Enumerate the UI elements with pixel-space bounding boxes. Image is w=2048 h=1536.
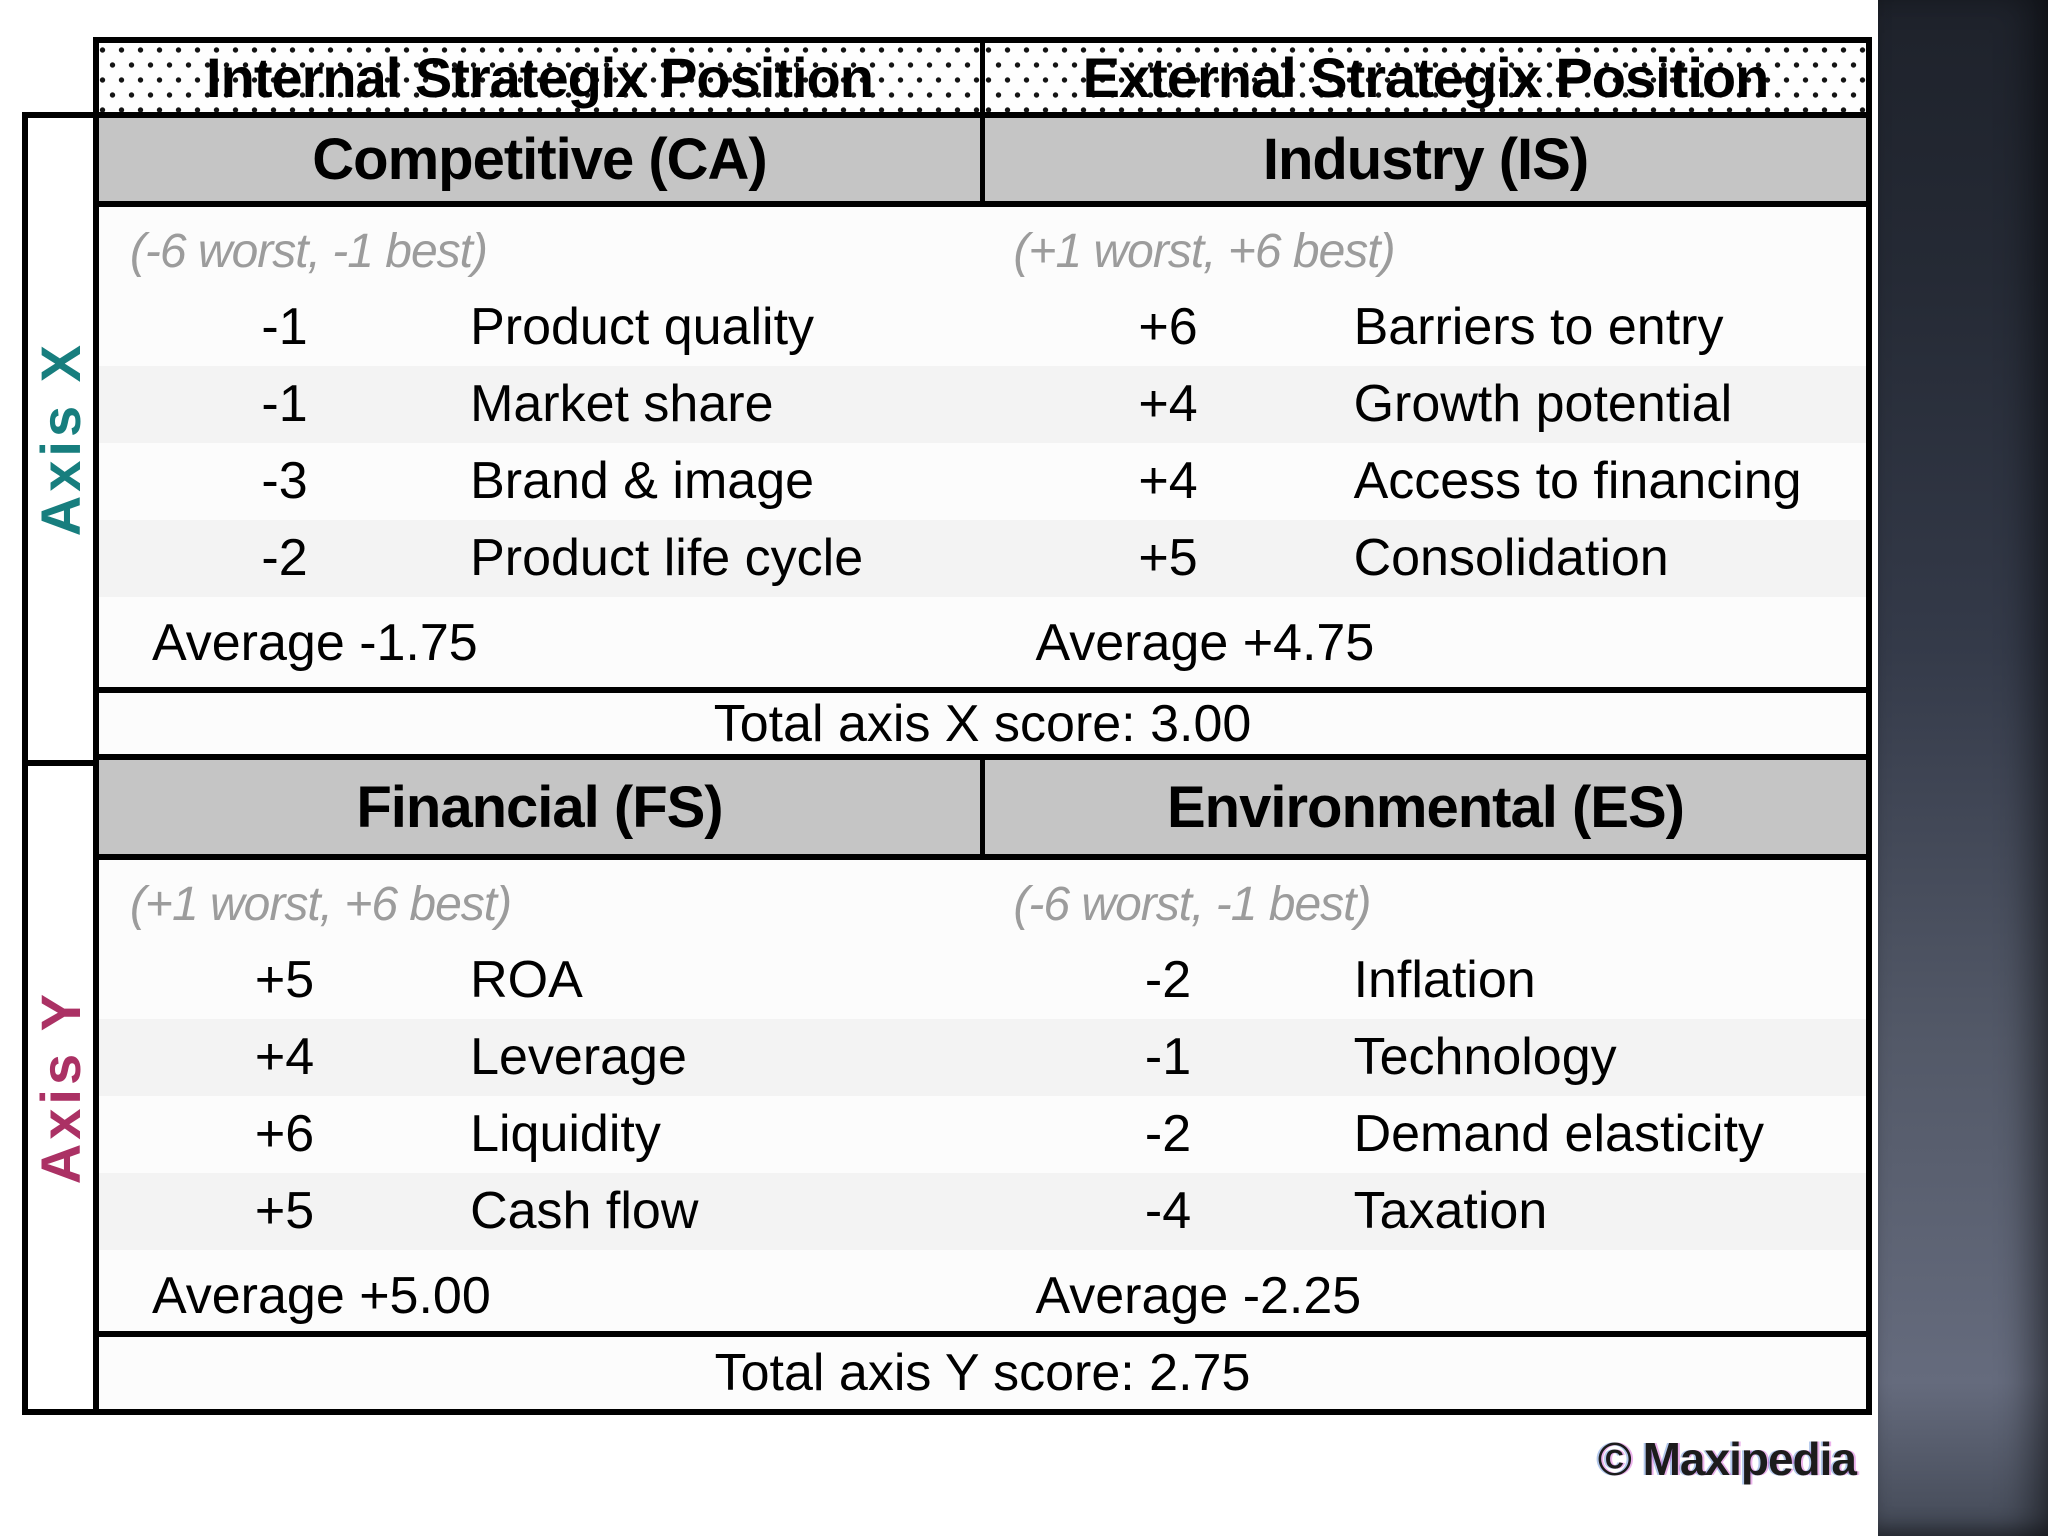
item-label: Product life cycle [470, 529, 864, 587]
financial-scale-note: (+1 worst, +6 best) [129, 878, 512, 932]
axis-y-label-cell: Axis Y [22, 760, 99, 1415]
item-label: Brand & image [470, 452, 815, 510]
item-value: -1 [1144, 1028, 1192, 1087]
industry-header-cell: Industry (IS) [980, 118, 1866, 201]
total-axis-x-row: Total axis X score: 3.00 [99, 693, 1866, 761]
item-label: Product quality [470, 298, 815, 356]
competitive-scale-note: (-6 worst, -1 best) [129, 225, 488, 278]
competitive-header-cell: Competitive (CA) [99, 118, 980, 201]
item-label: Growth potential [1353, 375, 1733, 433]
slide-background-strip [1878, 0, 2048, 1536]
space-matrix-table: Internal Strategix Position External Str… [93, 37, 1872, 1415]
item-label: ROA [470, 951, 583, 1010]
item-value: -2 [1144, 951, 1192, 1010]
environmental-header: Environmental (ES) [1167, 774, 1685, 840]
item-label: Cash flow [470, 1182, 699, 1241]
table-row: -1 Technology [982, 1019, 1866, 1097]
financial-average: Average +5.00 [152, 1267, 491, 1326]
table-row: -2 Inflation [983, 942, 1867, 1019]
item-label: Liquidity [470, 1105, 661, 1164]
axis-y-label: Axis Y [29, 990, 92, 1185]
position-header-row: Internal Strategix Position External Str… [99, 43, 1866, 118]
item-label: Barriers to entry [1353, 298, 1724, 356]
item-value: +6 [254, 1105, 315, 1164]
item-label: Consolidation [1353, 529, 1669, 587]
item-value: +6 [1138, 298, 1198, 356]
external-position-header: External Strategix Position [1082, 46, 1770, 109]
table-row: -1 Market share [99, 366, 983, 443]
item-value: -4 [1144, 1182, 1192, 1241]
financial-header-cell: Financial (FS) [99, 760, 980, 855]
item-label: Technology [1353, 1028, 1617, 1087]
industry-section: (+1 worst, +6 best) +6 Barriers to entry… [982, 207, 1867, 687]
external-position-header-cell: External Strategix Position [980, 43, 1866, 112]
axis-x-body-row: (-6 worst, -1 best) -1 Product quality -… [99, 207, 1866, 693]
item-value: +5 [254, 1182, 315, 1241]
competitive-header: Competitive (CA) [312, 127, 767, 192]
axis-y-section-header-row: Financial (FS) Environmental (ES) [99, 760, 1866, 861]
axis-y-body-row: (+1 worst, +6 best) +5 ROA +4 Leverage +… [99, 860, 1867, 1338]
environmental-section: (-6 worst, -1 best) -2 Inflation -1 Tech… [982, 860, 1867, 1331]
item-value: +5 [254, 951, 315, 1010]
item-value: +4 [1138, 452, 1198, 510]
axis-x-label-cell: Axis X [22, 112, 99, 766]
environmental-scale-note: (-6 worst, -1 best) [1013, 878, 1371, 932]
environmental-header-cell: Environmental (ES) [980, 760, 1866, 855]
item-value: -2 [261, 529, 308, 587]
industry-header: Industry (IS) [1262, 127, 1589, 192]
item-value: +4 [1138, 375, 1198, 433]
item-value: +4 [254, 1028, 315, 1087]
industry-scale-note: (+1 worst, +6 best) [1013, 225, 1395, 278]
internal-position-header: Internal Strategix Position [206, 46, 874, 109]
item-value: -3 [261, 452, 308, 510]
item-label: Leverage [470, 1028, 687, 1087]
table-row: +6 Barriers to entry [983, 289, 1867, 366]
item-label: Inflation [1353, 951, 1536, 1010]
financial-header: Financial (FS) [356, 774, 723, 840]
table-row: -3 Brand & image [99, 443, 983, 520]
competitive-average: Average -1.75 [152, 614, 478, 672]
table-row: -2 Product life cycle [99, 520, 983, 597]
table-row: -2 Demand elasticity [983, 1096, 1867, 1173]
table-row: -4 Taxation [982, 1173, 1866, 1251]
item-value: -1 [261, 375, 308, 433]
internal-position-header-cell: Internal Strategix Position [99, 43, 980, 112]
axis-x-label: Axis X [29, 341, 92, 537]
competitive-section: (-6 worst, -1 best) -1 Product quality -… [99, 207, 983, 687]
table-row: +5 ROA [99, 942, 983, 1019]
item-value: -2 [1144, 1105, 1192, 1164]
item-value: -1 [261, 298, 308, 356]
item-label: Market share [470, 375, 774, 433]
table-row: +4 Leverage [99, 1019, 983, 1097]
financial-section: (+1 worst, +6 best) +5 ROA +4 Leverage +… [99, 860, 983, 1331]
axis-x-section-header-row: Competitive (CA) Industry (IS) [99, 118, 1866, 207]
item-value: +5 [1138, 529, 1198, 587]
total-axis-y-row: Total axis Y score: 2.75 [714, 1344, 1251, 1403]
copyright-text: © Maxipedia [1597, 1433, 1857, 1485]
table-row: +5 Cash flow [99, 1173, 983, 1251]
item-label: Access to financing [1353, 452, 1802, 510]
table-row: +4 Access to financing [983, 443, 1867, 520]
table-row: -1 Product quality [99, 289, 983, 366]
table-row: +6 Liquidity [99, 1096, 983, 1173]
industry-average: Average +4.75 [1035, 614, 1375, 672]
item-label: Demand elasticity [1353, 1105, 1764, 1164]
item-label: Taxation [1353, 1182, 1548, 1241]
table-row: +5 Consolidation [982, 520, 1866, 597]
table-row: +4 Growth potential [982, 366, 1866, 443]
environmental-average: Average -2.25 [1035, 1267, 1362, 1326]
